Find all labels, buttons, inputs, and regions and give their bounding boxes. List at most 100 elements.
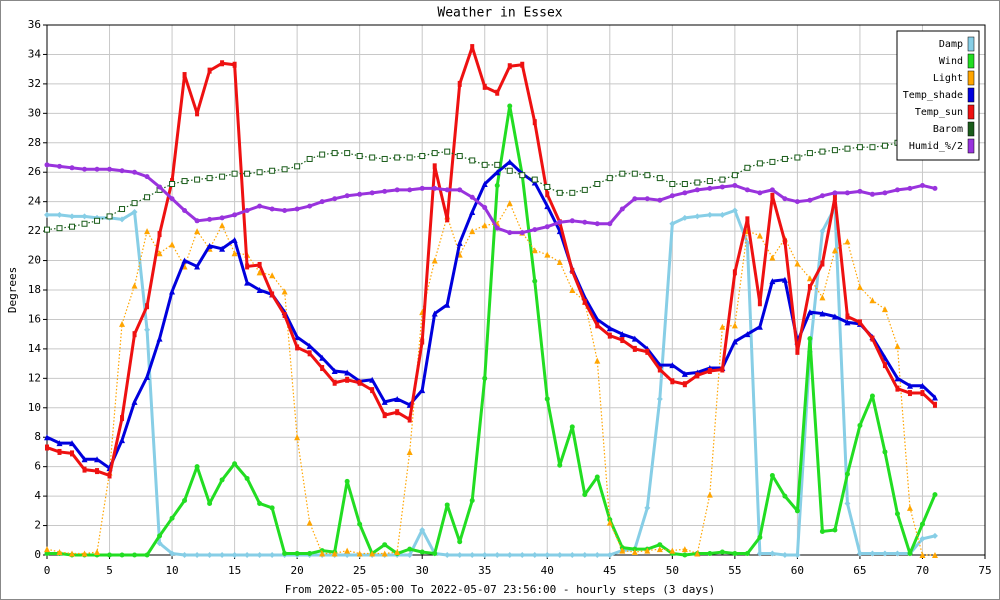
marker <box>682 381 687 388</box>
marker <box>556 189 563 196</box>
marker <box>770 192 775 199</box>
marker <box>144 326 151 333</box>
marker <box>857 188 863 194</box>
marker <box>169 196 175 202</box>
marker <box>107 472 112 479</box>
marker <box>656 546 663 553</box>
legend-label: Temp_shade <box>903 90 963 101</box>
marker <box>406 154 413 161</box>
marker <box>544 251 551 258</box>
marker <box>782 196 788 202</box>
marker <box>569 287 576 293</box>
marker <box>44 546 50 553</box>
marker <box>444 552 451 558</box>
marker <box>669 193 675 199</box>
marker <box>869 191 875 197</box>
marker <box>307 203 313 209</box>
marker <box>419 153 426 160</box>
marker <box>669 220 676 227</box>
marker <box>657 366 662 373</box>
y-tick-label: 12 <box>28 371 41 384</box>
marker <box>569 218 575 224</box>
legend-swatch <box>967 104 975 120</box>
marker <box>906 504 913 511</box>
marker <box>344 193 350 199</box>
marker <box>432 185 438 191</box>
marker <box>381 550 388 557</box>
marker <box>857 319 862 326</box>
marker <box>431 310 438 317</box>
marker <box>256 269 263 276</box>
marker <box>44 434 50 441</box>
marker <box>195 110 200 117</box>
marker <box>331 550 338 557</box>
marker <box>82 166 88 172</box>
marker <box>570 267 575 274</box>
x-tick-label: 25 <box>353 564 366 577</box>
y-tick-label: 34 <box>28 47 42 60</box>
marker <box>357 379 362 386</box>
legend-label: Wind <box>939 56 963 67</box>
marker <box>545 191 550 198</box>
marker <box>369 154 376 161</box>
marker <box>294 334 301 341</box>
marker <box>244 552 251 558</box>
legend-label: Damp <box>939 39 963 50</box>
marker <box>482 83 487 90</box>
legend-label: Humid_%/2 <box>909 141 963 152</box>
marker <box>656 175 663 182</box>
marker <box>394 154 401 161</box>
marker <box>744 239 751 246</box>
y-tick-label: 24 <box>28 195 42 208</box>
marker <box>757 190 763 196</box>
marker <box>719 211 726 218</box>
marker <box>932 185 938 191</box>
marker <box>494 182 500 188</box>
marker <box>120 415 125 422</box>
marker <box>219 222 226 229</box>
marker <box>445 216 450 223</box>
marker <box>432 163 437 170</box>
marker <box>469 228 476 235</box>
marker <box>619 331 626 338</box>
marker <box>806 309 813 316</box>
marker <box>869 297 876 304</box>
marker <box>206 242 213 249</box>
marker <box>395 409 400 416</box>
marker <box>194 263 201 270</box>
marker <box>494 225 500 231</box>
marker <box>669 362 676 369</box>
marker <box>744 164 751 171</box>
marker <box>207 67 212 74</box>
marker <box>344 369 351 376</box>
marker <box>169 181 176 187</box>
x-tick-label: 65 <box>853 564 866 577</box>
marker <box>132 552 138 558</box>
marker <box>132 331 137 338</box>
marker <box>494 552 501 558</box>
y-tick-label: 28 <box>28 136 41 149</box>
marker <box>931 532 938 539</box>
marker <box>544 552 551 558</box>
marker <box>744 331 751 338</box>
marker <box>794 508 800 514</box>
marker <box>619 547 626 554</box>
marker <box>856 144 863 151</box>
marker <box>481 222 488 229</box>
marker <box>731 172 738 179</box>
marker <box>207 216 213 222</box>
marker <box>131 200 138 207</box>
marker <box>306 342 313 349</box>
marker <box>219 245 226 252</box>
marker <box>319 151 326 158</box>
marker <box>119 552 125 558</box>
marker <box>594 357 601 364</box>
marker <box>44 551 50 557</box>
marker <box>556 259 563 266</box>
marker <box>907 390 912 397</box>
marker <box>794 199 800 205</box>
marker <box>582 298 587 305</box>
y-tick-label: 22 <box>28 224 41 237</box>
marker <box>732 551 738 557</box>
marker <box>544 224 550 230</box>
